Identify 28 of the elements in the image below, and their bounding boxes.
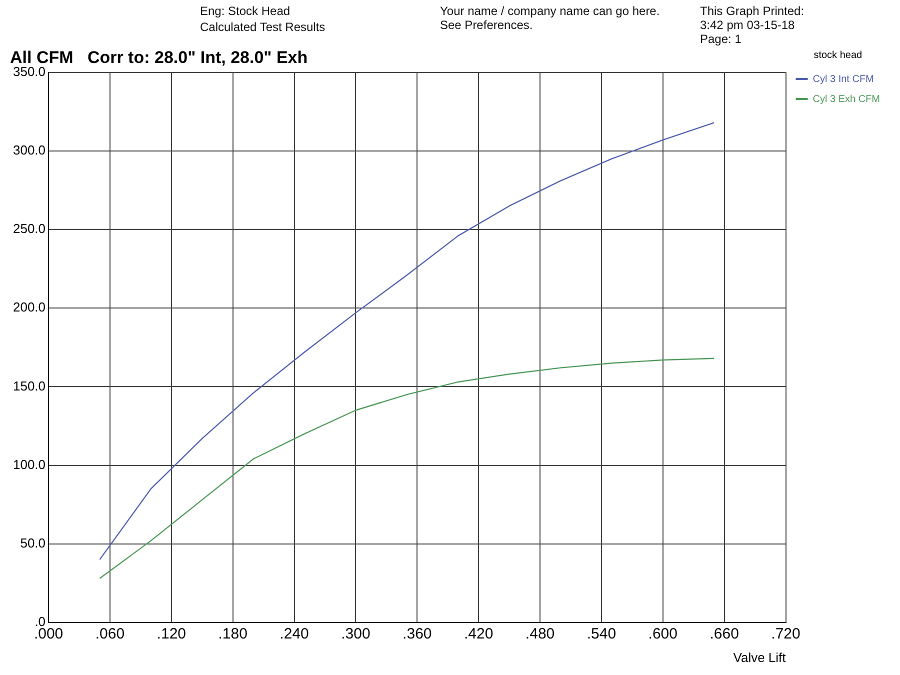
text: Eng: Stock Head (200, 4, 290, 18)
x-tick-label: .060 (95, 626, 125, 643)
text: Your name / company name can go here. See Preferences. (440, 4, 661, 32)
x-tick-label: .540 (586, 626, 616, 643)
x-tick-label: .240 (280, 626, 309, 643)
x-tick-label: .420 (464, 626, 494, 643)
text: Calculated Test Results (200, 20, 326, 34)
legend-label: Cyl 3 Exh CFM (812, 94, 880, 105)
legend-label: Cyl 3 Int CFM (812, 74, 874, 85)
text: This Graph Printed: (700, 4, 804, 18)
x-tick-label: .660 (710, 626, 739, 643)
x-tick-label: .300 (341, 626, 370, 643)
x-tick-label: .180 (218, 626, 248, 643)
y-tick-label: 300.0 (12, 142, 46, 158)
y-tick-label: 100.0 (12, 456, 46, 472)
x-tick-label: .120 (156, 626, 186, 643)
y-tick-label: 250.0 (12, 221, 46, 236)
text: 3:42 pm 03-15-18 (700, 18, 795, 32)
text: Page: 1 (700, 32, 742, 46)
x-tick-label: .360 (402, 626, 432, 643)
x-tick-label: .720 (771, 626, 800, 643)
x-tick-label: .600 (648, 626, 678, 643)
legend-title: stock head (814, 50, 862, 61)
x-tick-label: .480 (525, 626, 555, 643)
y-tick-label: 200.0 (12, 300, 46, 315)
x-axis-title: Valve Lift (733, 650, 786, 665)
y-tick-label: 50.0 (20, 535, 46, 550)
y-tick-label: 150.0 (12, 378, 46, 394)
